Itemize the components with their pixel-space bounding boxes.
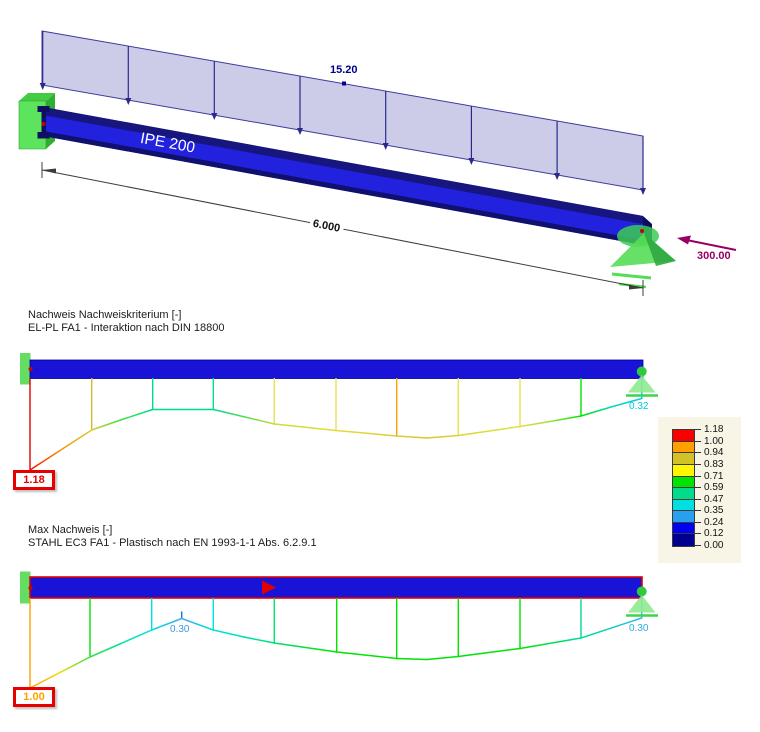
beam-member-3d[interactable] [37,106,653,245]
legend-value-label: 0.94 [704,447,724,459]
axial-load-arrow[interactable] [677,235,737,251]
axial-load-label: 300.00 [697,250,731,262]
diagram1-right-value: 0.32 [629,401,649,412]
legend-tick [695,521,701,523]
load-value-marker [342,81,346,86]
diagram2-peak-value: 0.30 [170,624,190,635]
legend-tick [695,475,701,477]
legend-panel: 1.18 1.00 0.94 0.83 0.71 0.59 0.47 0.35 0.24 0.12… [658,417,741,563]
legend-tick [695,533,701,535]
render-view-3d[interactable] [0,0,760,300]
dim-arrow-left [42,168,56,174]
diagram1-max-value-box[interactable]: 1.18 [13,470,55,490]
legend-tick [695,545,701,546]
distributed-load-label: 15.20 [330,64,358,76]
diagram2-result-curve [29,598,643,689]
pinned-support-3d[interactable] [610,225,676,289]
legend-color-cell [672,533,695,547]
node-left-dot[interactable] [41,122,46,126]
node-right-dot[interactable] [640,229,644,233]
legend-tick [695,440,701,442]
legend-value-label: 0.35 [704,505,724,517]
i-section-end-face [37,106,50,139]
legend-tick [695,464,701,465]
legend-tick [695,510,701,512]
diagram1-right-support[interactable] [626,366,658,397]
diagram1-subtitle: EL-PL FA1 - Interaktion nach DIN 18800 [28,322,225,334]
diagram2-plot [20,571,658,689]
legend-value-label: 0.83 [704,459,724,470]
legend-tick [695,487,701,489]
legend-value-label: 1.00 [704,435,724,447]
diagram2-max-location-marker [262,580,276,595]
diagram1-left-node-dot [28,367,33,371]
legend-tick [695,498,701,500]
load-arrowheads [39,83,646,195]
legend-value-label: 0.00 [704,540,724,551]
diagram2-right-value: 0.30 [629,623,649,634]
load-arrows [42,31,644,188]
diagram1-title: Nachweis Nachweiskriterium [-] [28,309,182,321]
diagram2-max-value-box[interactable]: 1.00 [13,687,55,707]
diagram2-title: Max Nachweis [-] [28,524,113,536]
diagram2-left-support[interactable] [20,571,31,604]
diagram1-beam[interactable] [29,359,644,379]
diagram2-left-node-dot [28,586,33,590]
legend-value-label: 0.24 [704,516,724,528]
legend-value-label: 0.59 [704,482,724,494]
legend-value-label: 0.12 [704,528,724,540]
diagram2-beam[interactable] [29,576,643,599]
diagram2-right-support[interactable] [626,586,658,617]
diagram2-subtitle: STAHL EC3 FA1 - Plastisch nach EN 1993-1… [28,537,317,549]
diagram1-left-support[interactable] [20,353,31,385]
diagram1-plot [20,353,658,471]
dim-arrow-right [629,284,643,290]
legend-value-label: 1.18 [704,424,724,436]
legend-value-label: 0.47 [704,493,724,505]
legend-tick [695,429,701,431]
legend-tick [695,452,701,454]
diagram1-result-curve [29,378,643,471]
legend-value-label: 0.71 [704,470,724,482]
